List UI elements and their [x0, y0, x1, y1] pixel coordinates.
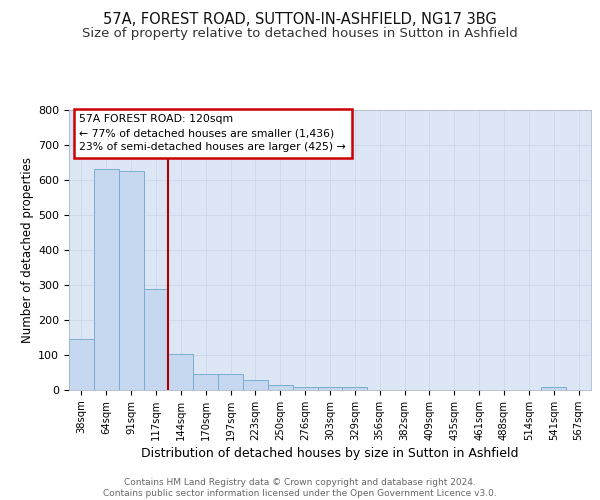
- Bar: [317, 386, 343, 390]
- Bar: [293, 386, 317, 390]
- Y-axis label: Number of detached properties: Number of detached properties: [21, 157, 34, 343]
- Text: 57A FOREST ROAD: 120sqm
← 77% of detached houses are smaller (1,436)
23% of semi: 57A FOREST ROAD: 120sqm ← 77% of detache…: [79, 114, 346, 152]
- Bar: [541, 386, 566, 390]
- Bar: [218, 374, 243, 390]
- Bar: [143, 288, 169, 390]
- Bar: [169, 354, 193, 390]
- Bar: [193, 374, 218, 390]
- Bar: [268, 386, 293, 390]
- Text: 57A, FOREST ROAD, SUTTON-IN-ASHFIELD, NG17 3BG: 57A, FOREST ROAD, SUTTON-IN-ASHFIELD, NG…: [103, 12, 497, 28]
- Bar: [69, 338, 94, 390]
- Bar: [243, 380, 268, 390]
- Text: Size of property relative to detached houses in Sutton in Ashfield: Size of property relative to detached ho…: [82, 28, 518, 40]
- Bar: [94, 170, 119, 390]
- Text: Contains HM Land Registry data © Crown copyright and database right 2024.
Contai: Contains HM Land Registry data © Crown c…: [103, 478, 497, 498]
- Bar: [119, 170, 143, 390]
- X-axis label: Distribution of detached houses by size in Sutton in Ashfield: Distribution of detached houses by size …: [141, 447, 519, 460]
- Bar: [343, 386, 367, 390]
